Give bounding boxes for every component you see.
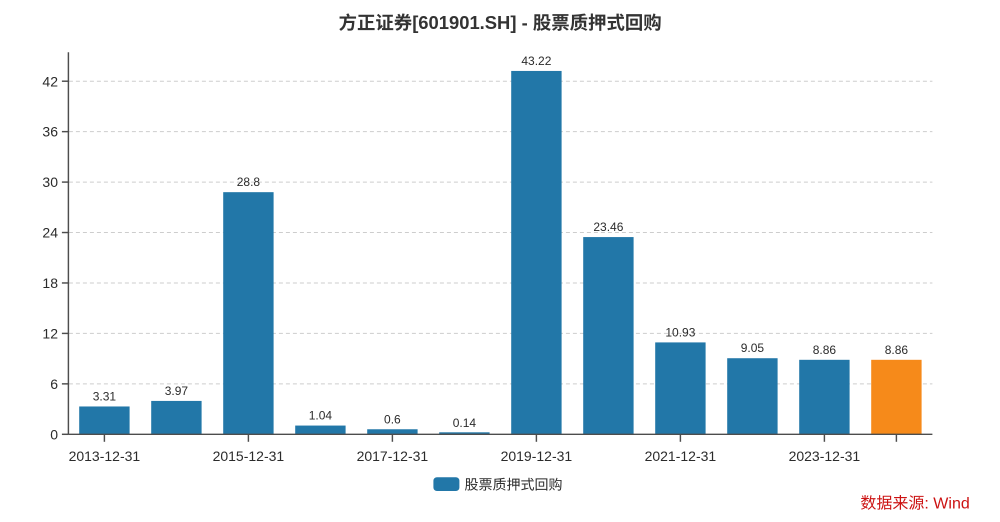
svg-text:2017-12-31: 2017-12-31 bbox=[357, 448, 429, 464]
svg-text:2021-12-31: 2021-12-31 bbox=[645, 448, 717, 464]
svg-text:0.14: 0.14 bbox=[453, 416, 477, 430]
svg-text:0: 0 bbox=[50, 426, 58, 442]
svg-text:2015-12-31: 2015-12-31 bbox=[213, 448, 285, 464]
svg-text:6: 6 bbox=[50, 376, 58, 392]
svg-text:10.93: 10.93 bbox=[665, 325, 695, 339]
svg-text:2013-12-31: 2013-12-31 bbox=[69, 448, 141, 464]
svg-text:36: 36 bbox=[42, 124, 58, 140]
svg-text:9.05: 9.05 bbox=[741, 341, 765, 355]
svg-text:18: 18 bbox=[42, 275, 58, 291]
svg-text:24: 24 bbox=[42, 225, 58, 241]
svg-text:8.86: 8.86 bbox=[813, 343, 837, 357]
svg-text:0.6: 0.6 bbox=[384, 412, 401, 426]
svg-text:2023-12-31: 2023-12-31 bbox=[789, 448, 861, 464]
svg-text:42: 42 bbox=[42, 73, 58, 89]
svg-text:28.8: 28.8 bbox=[237, 175, 261, 189]
svg-text:30: 30 bbox=[42, 174, 58, 190]
svg-text:8.86: 8.86 bbox=[885, 343, 909, 357]
svg-text:12: 12 bbox=[42, 326, 58, 342]
svg-text:3.31: 3.31 bbox=[93, 389, 117, 403]
svg-text:[601901.SH] -: [601901.SH] - bbox=[412, 12, 528, 33]
svg-text:: Wind: : Wind bbox=[924, 496, 969, 513]
svg-text:3.97: 3.97 bbox=[165, 384, 189, 398]
svg-text:1.04: 1.04 bbox=[309, 409, 333, 423]
svg-text:23.46: 23.46 bbox=[593, 220, 623, 234]
svg-text:2019-12-31: 2019-12-31 bbox=[501, 448, 573, 464]
svg-text:43.22: 43.22 bbox=[521, 54, 551, 68]
